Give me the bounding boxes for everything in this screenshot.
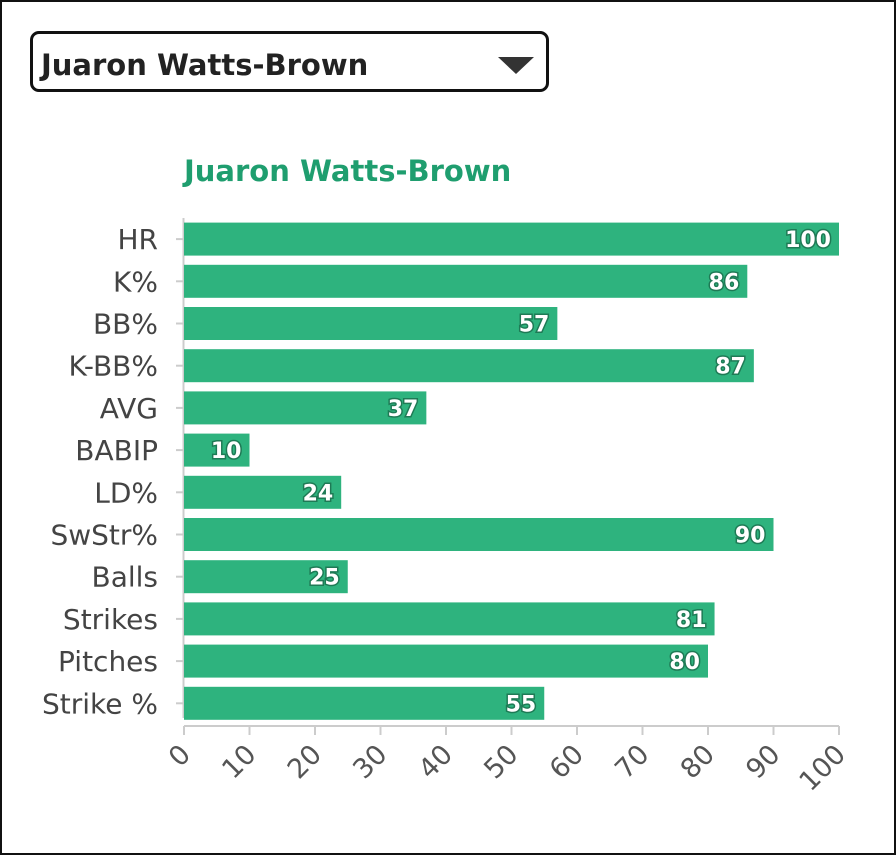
x-tick-label: 30 xyxy=(347,739,393,785)
bar xyxy=(184,560,348,594)
bar xyxy=(184,686,545,720)
bar-value-label: 86 xyxy=(709,270,740,295)
x-tick-label: 70 xyxy=(609,739,655,785)
category-label: HR xyxy=(117,223,158,256)
chevron-down-icon[interactable] xyxy=(498,57,534,74)
x-tick-label: 10 xyxy=(216,739,262,785)
category-label: Balls xyxy=(91,561,158,594)
bar xyxy=(184,264,748,298)
player-select[interactable]: Juaron Watts-Brown xyxy=(30,31,549,92)
bar-value-label: 81 xyxy=(676,608,707,633)
category-label: AVG xyxy=(100,392,158,425)
x-tick-label: 60 xyxy=(544,739,590,785)
chart-title: Juaron Watts-Brown xyxy=(182,154,511,188)
bar-value-label: 55 xyxy=(506,692,537,717)
bar xyxy=(184,518,774,551)
category-label: Strikes xyxy=(63,603,158,636)
x-tick-label: 20 xyxy=(282,739,328,785)
category-label: BB% xyxy=(93,308,158,341)
bar-value-label: 87 xyxy=(715,355,746,380)
bar xyxy=(184,602,715,636)
category-label: Strike % xyxy=(42,687,158,720)
bar-value-label: 37 xyxy=(388,397,419,422)
bar-value-label: 10 xyxy=(211,439,242,464)
bar xyxy=(184,222,839,256)
x-tick-label: 100 xyxy=(794,739,852,797)
bar-value-label: 90 xyxy=(735,524,766,549)
category-label: Pitches xyxy=(58,645,158,678)
bar xyxy=(184,349,754,383)
bar-value-label: 80 xyxy=(669,650,700,675)
bar xyxy=(184,433,250,467)
bar xyxy=(184,644,708,678)
bar xyxy=(184,307,558,340)
bar-value-label: 25 xyxy=(309,566,340,591)
x-tick-label: 90 xyxy=(740,739,786,785)
bar-value-label: 100 xyxy=(785,228,831,253)
bar-value-label: 57 xyxy=(519,313,550,338)
x-tick-label: 40 xyxy=(413,739,459,785)
x-tick-label: 80 xyxy=(675,739,721,785)
bar-value-label: 24 xyxy=(303,481,334,506)
category-label: K-BB% xyxy=(68,350,158,383)
bar xyxy=(184,391,427,425)
player-select-value: Juaron Watts-Brown xyxy=(41,48,369,82)
x-tick-label: 0 xyxy=(163,739,197,773)
bar xyxy=(184,475,342,509)
category-label: K% xyxy=(113,265,158,298)
x-tick-label: 50 xyxy=(478,739,524,785)
category-label: SwStr% xyxy=(50,519,158,552)
category-label: BABIP xyxy=(75,434,158,467)
category-label: LD% xyxy=(94,476,158,509)
